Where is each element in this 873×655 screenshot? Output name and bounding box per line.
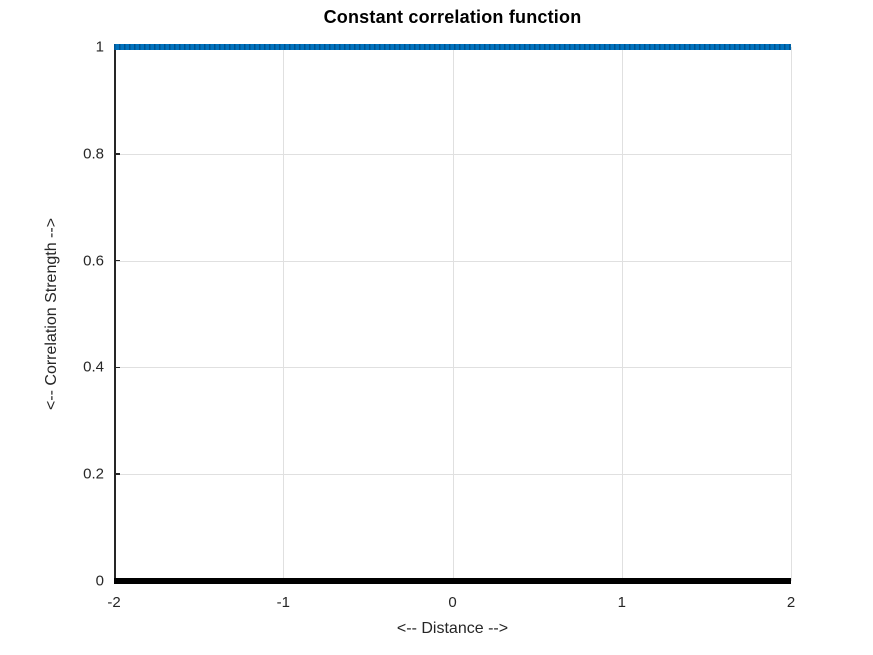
series-zero-baseline <box>114 578 791 584</box>
y-axis-line <box>114 44 116 581</box>
y-tick-mark <box>114 259 120 262</box>
series-constant-correlation <box>114 44 791 50</box>
y-tick-label: 0.8 <box>83 145 104 163</box>
x-tick-label: -2 <box>107 594 121 611</box>
y-axis-label: <-- Correlation Strength --> <box>43 217 60 411</box>
y-tick-label: 0 <box>95 572 104 590</box>
y-tick-label: 0.4 <box>83 358 104 376</box>
x-gridline <box>791 47 792 581</box>
y-tick-label: 0.6 <box>83 252 104 270</box>
x-tick-label: 0 <box>448 594 457 611</box>
x-gridline <box>621 47 623 581</box>
x-gridline <box>283 47 285 581</box>
chart-title: Constant correlation function <box>323 7 582 27</box>
x-tick-label: 1 <box>617 594 626 611</box>
y-gridline <box>114 367 791 369</box>
y-gridline <box>114 260 791 262</box>
x-tick-label: -1 <box>276 594 290 611</box>
x-axis-label: <-- Distance --> <box>396 620 509 637</box>
y-tick-mark <box>114 473 120 475</box>
y-gridline <box>114 153 791 155</box>
y-tick-mark <box>114 153 120 155</box>
y-gridline <box>114 474 791 476</box>
x-gridline <box>452 47 454 581</box>
y-tick-label: 1 <box>95 38 104 56</box>
y-tick-mark <box>114 366 120 369</box>
y-tick-label: 0.2 <box>83 465 104 483</box>
x-tick-label: 2 <box>786 594 796 611</box>
plot-area <box>114 44 792 584</box>
